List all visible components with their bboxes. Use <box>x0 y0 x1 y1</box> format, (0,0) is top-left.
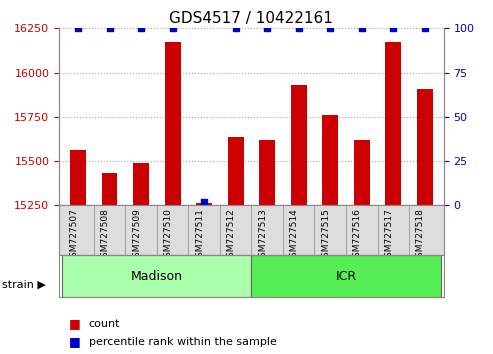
Point <box>232 25 240 31</box>
Text: GSM727510: GSM727510 <box>164 208 173 263</box>
Point <box>200 199 208 205</box>
Point <box>263 25 271 31</box>
Text: GSM727511: GSM727511 <box>195 208 204 263</box>
Text: GSM727517: GSM727517 <box>384 208 393 263</box>
Text: strain ▶: strain ▶ <box>2 280 46 290</box>
Point <box>106 25 113 31</box>
Point <box>326 25 334 31</box>
Text: GSM727515: GSM727515 <box>321 208 330 263</box>
Bar <box>386 42 401 354</box>
Title: GDS4517 / 10422161: GDS4517 / 10422161 <box>170 11 333 26</box>
Text: GSM727513: GSM727513 <box>258 208 267 263</box>
Text: percentile rank within the sample: percentile rank within the sample <box>89 337 277 347</box>
Point <box>295 25 303 31</box>
Bar <box>291 85 307 354</box>
Text: GSM727512: GSM727512 <box>227 208 236 263</box>
Point <box>358 25 366 31</box>
Text: ■: ■ <box>69 335 81 348</box>
Bar <box>102 173 117 354</box>
Text: GSM727509: GSM727509 <box>132 208 141 263</box>
Point <box>389 25 397 31</box>
Text: GSM727518: GSM727518 <box>416 208 425 263</box>
Text: GSM727507: GSM727507 <box>69 208 78 263</box>
Text: count: count <box>89 319 120 329</box>
Text: GSM727508: GSM727508 <box>101 208 109 263</box>
Bar <box>259 140 275 354</box>
Text: ■: ■ <box>69 318 81 330</box>
Point <box>74 25 82 31</box>
Bar <box>228 137 244 354</box>
Point <box>421 25 429 31</box>
Bar <box>133 163 149 354</box>
FancyBboxPatch shape <box>62 255 251 297</box>
Point <box>169 25 176 31</box>
FancyBboxPatch shape <box>251 255 441 297</box>
Point <box>137 25 145 31</box>
Bar <box>70 150 86 354</box>
Bar <box>165 42 180 354</box>
Text: Madison: Madison <box>131 270 183 282</box>
Bar <box>417 88 433 354</box>
Text: ICR: ICR <box>335 270 356 282</box>
Text: GSM727516: GSM727516 <box>353 208 362 263</box>
Bar <box>322 115 338 354</box>
Text: GSM727514: GSM727514 <box>290 208 299 263</box>
Bar <box>354 140 370 354</box>
Bar <box>196 203 212 354</box>
